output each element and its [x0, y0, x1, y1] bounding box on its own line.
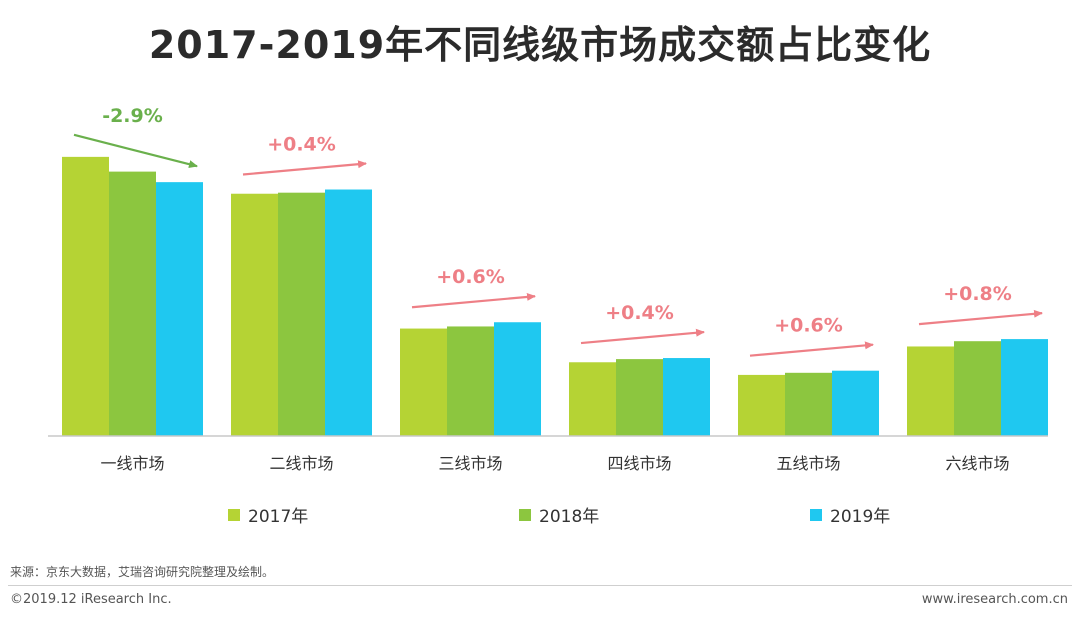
website-link[interactable]: www.iresearch.com.cn	[921, 592, 1068, 607]
bar-六线市场-2019年	[1001, 339, 1048, 436]
trend-arrow	[242, 160, 367, 176]
change-label: +0.4%	[267, 134, 336, 156]
change-label: +0.8%	[943, 283, 1012, 305]
bar-六线市场-2018年	[954, 341, 1001, 436]
bar-一线市场-2017年	[62, 156, 109, 436]
legend-label-2019: 2019年	[830, 507, 891, 527]
change-label: +0.6%	[774, 315, 843, 337]
bar-五线市场-2017年	[738, 374, 785, 436]
copyright: ©2019.12 iResearch Inc.	[10, 592, 172, 607]
bar-五线市场-2019年	[832, 370, 879, 436]
source-note: 来源：京东大数据，艾瑞咨询研究院整理及绘制。	[10, 565, 275, 579]
legend-item-2019: 2019年	[810, 502, 890, 527]
legend-label-2018: 2018年	[539, 507, 600, 527]
legend-label-2017: 2017年	[248, 507, 309, 527]
x-tick-label: 二线市场	[269, 454, 333, 473]
bar-五线市场-2018年	[785, 372, 832, 436]
bar-chart: -2.9% +0.4% +0.6% +0.4% +0.6% +0.8% 一线市场 二线市场 三…	[48, 105, 1048, 473]
legend-swatch-2017	[228, 508, 240, 521]
bar-四线市场-2017年	[569, 362, 616, 436]
bar-三线市场-2019年	[494, 322, 541, 436]
trend-arrow	[73, 133, 198, 169]
bar-二线市场-2018年	[278, 192, 325, 436]
bar-三线市场-2017年	[400, 328, 447, 436]
bar-四线市场-2019年	[663, 358, 710, 436]
x-tick-label: 六线市场	[945, 454, 1009, 473]
footer-divider	[8, 585, 1072, 586]
bar-四线市场-2018年	[616, 359, 663, 436]
x-tick-label: 五线市场	[776, 454, 840, 473]
bar-一线市场-2018年	[109, 171, 156, 436]
legend: 2017年 2018年 2019年	[0, 502, 1080, 528]
bar-三线市场-2018年	[447, 326, 494, 436]
legend-swatch-2018	[519, 508, 531, 521]
legend-item-2017: 2017年	[228, 502, 308, 527]
trend-arrow	[749, 341, 874, 357]
trend-arrow	[411, 292, 536, 309]
change-label: +0.6%	[436, 266, 505, 288]
legend-swatch-2019	[810, 508, 822, 521]
x-tick-label: 一线市场	[100, 454, 164, 473]
chart-title: 2017-2019年不同线级市场成交额占比变化	[148, 23, 932, 67]
x-tick-label: 四线市场	[607, 454, 671, 473]
change-label: +0.4%	[605, 302, 674, 324]
trend-arrow	[918, 309, 1043, 326]
bar-一线市场-2019年	[156, 182, 203, 436]
bar-二线市场-2019年	[325, 189, 372, 436]
bar-二线市场-2017年	[231, 193, 278, 436]
trend-arrow	[580, 328, 705, 345]
x-tick-label: 三线市场	[438, 454, 502, 473]
legend-item-2018: 2018年	[519, 502, 599, 527]
bar-六线市场-2017年	[907, 346, 954, 436]
change-label: -2.9%	[102, 105, 163, 127]
